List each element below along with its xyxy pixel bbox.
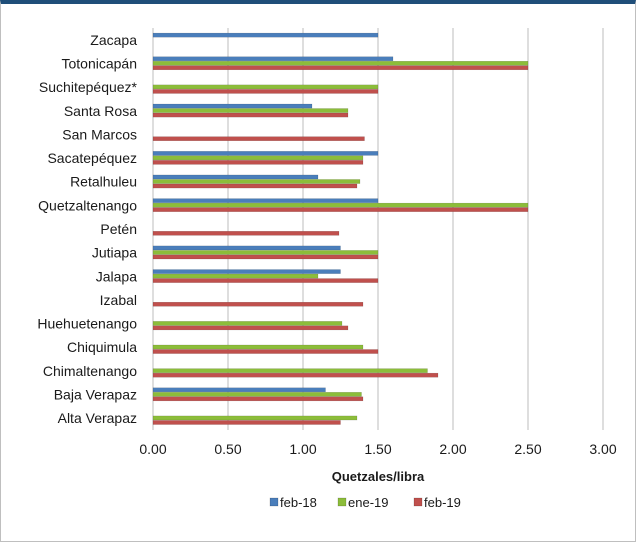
tick-label: 3.00 [589,441,616,457]
tick-label: 2.00 [439,441,466,457]
bar-feb-19 [152,112,349,118]
bar-feb-18 [152,32,379,38]
category-label: Huehuetenango [37,316,137,332]
category-label: Alta Verapaz [58,410,137,426]
bar-ene-19 [152,61,529,66]
bar-feb-19 [152,420,341,425]
legend-swatch-feb-19 [413,497,423,507]
bar-ene-19 [152,392,362,397]
category-label: Retalhuleu [70,174,137,190]
bar-feb-18 [152,151,379,156]
category-label: Quetzaltenango [38,197,137,213]
bar-feb-19 [152,89,379,94]
tick-label: 0.50 [214,441,241,457]
bar-feb-19 [152,349,379,354]
legend-label-ene-19: ene-19 [348,495,388,510]
bar-ene-19 [152,202,529,208]
bar-feb-19 [152,183,358,189]
bar-ene-19 [152,179,361,184]
tick-label: 1.00 [289,441,316,457]
bar-ene-19 [152,84,379,90]
bar-feb-18 [152,245,341,251]
category-label: Suchitepéquez* [39,79,138,95]
bar-feb-19 [152,396,364,402]
bar-ene-19 [152,108,349,113]
bar-feb-19 [152,136,365,141]
legend: feb-18 ene-19 feb-19 [269,495,461,510]
legend-label-feb-18: feb-18 [280,495,317,510]
bar-feb-19 [152,160,364,165]
bar-feb-19 [152,325,349,331]
category-label: Jutiapa [92,245,137,261]
category-label: Petén [100,221,137,237]
bar-feb-18 [152,56,394,62]
category-label: Chimaltenango [43,363,137,379]
bar-feb-18 [152,198,379,203]
gridlines [152,28,604,430]
category-label: Izabal [100,292,137,308]
bar-ene-19 [152,321,343,326]
tick-label: 1.50 [364,441,391,457]
category-label: Baja Verapaz [54,387,137,403]
category-label: Chiquimula [67,339,137,355]
legend-swatch-feb-18 [269,497,279,507]
bar-ene-19 [152,415,358,421]
category-label: Zacapa [90,32,137,48]
bar-ene-19 [152,344,364,350]
bar-feb-19 [152,301,364,307]
category-label: San Marcos [62,126,137,142]
bar-feb-18 [152,103,313,109]
x-axis-title: Quetzales/libra [332,469,425,484]
bar-feb-18 [152,269,341,274]
category-labels: Zacapa Totonicapán Suchitepéquez* Santa Ros… [37,32,137,426]
bar-feb-19 [152,372,439,378]
bar-ene-19 [152,250,379,255]
legend-label-feb-19: feb-19 [424,495,461,510]
category-label: Santa Rosa [64,103,137,119]
tick-label: 0.00 [139,441,166,457]
bar-feb-19 [152,254,379,260]
category-label: Totonicapán [61,55,137,71]
category-label: Jalapa [96,268,137,284]
bars [152,32,529,425]
bar-feb-19 [152,207,529,212]
bar-feb-19 [152,278,379,283]
tick-label: 2.50 [514,441,541,457]
bar-ene-19 [152,273,319,279]
category-label: Sacatepéquez [47,150,137,166]
bar-ene-19 [152,155,364,161]
legend-swatch-ene-19 [337,497,347,507]
tick-labels: 0.00 0.50 1.00 1.50 2.00 2.50 3.00 [139,441,616,457]
bar-feb-19 [152,231,340,236]
bar-ene-19 [152,368,428,373]
bar-feb-18 [152,387,326,393]
bar-feb-18 [152,174,319,180]
bar-feb-19 [152,65,529,71]
